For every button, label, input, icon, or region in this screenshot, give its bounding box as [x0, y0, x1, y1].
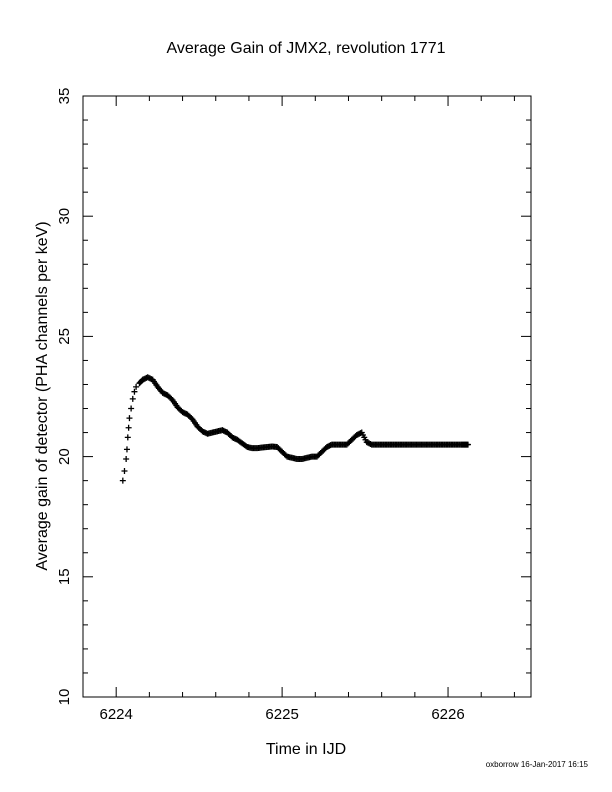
data-point: [123, 456, 130, 463]
plot-frame: [82, 95, 532, 698]
x-tick-label: 6226: [431, 706, 464, 723]
data-point: [168, 395, 175, 402]
data-point: [124, 434, 131, 441]
y-tick-label: 10: [56, 689, 73, 706]
data-point: [123, 446, 130, 453]
x-tick-label: 6224: [99, 706, 132, 723]
x-axis-label: Time in IJD: [266, 741, 346, 758]
data-point: [464, 441, 471, 448]
y-tick-label: 15: [56, 568, 73, 585]
y-tick-label: 35: [56, 88, 73, 105]
y-tick-label: 30: [56, 208, 73, 225]
data-point: [188, 415, 195, 422]
y-tick-label: 20: [56, 448, 73, 465]
axis-ticks: [82, 95, 531, 698]
data-point: [121, 468, 128, 475]
data-point: [129, 395, 136, 402]
data-point: [119, 477, 126, 484]
axis-tick-labels: 6224 6225 6226 10 15 20 25 30 35: [56, 88, 465, 723]
data-point: [126, 415, 133, 422]
y-tick-label: 25: [56, 328, 73, 345]
footer-stamp: oxborrow 16-Jan-2017 16:15: [486, 760, 589, 769]
data-point: [128, 405, 135, 412]
x-tick-label: 6225: [265, 706, 298, 723]
data-series: [119, 374, 471, 484]
y-axis-label: Average gain of detector (PHA channels p…: [34, 221, 51, 570]
data-point: [131, 388, 138, 395]
data-point: [133, 383, 140, 390]
data-point: [125, 424, 132, 431]
chart-title: Average Gain of JMX2, revolution 1771: [167, 40, 446, 57]
